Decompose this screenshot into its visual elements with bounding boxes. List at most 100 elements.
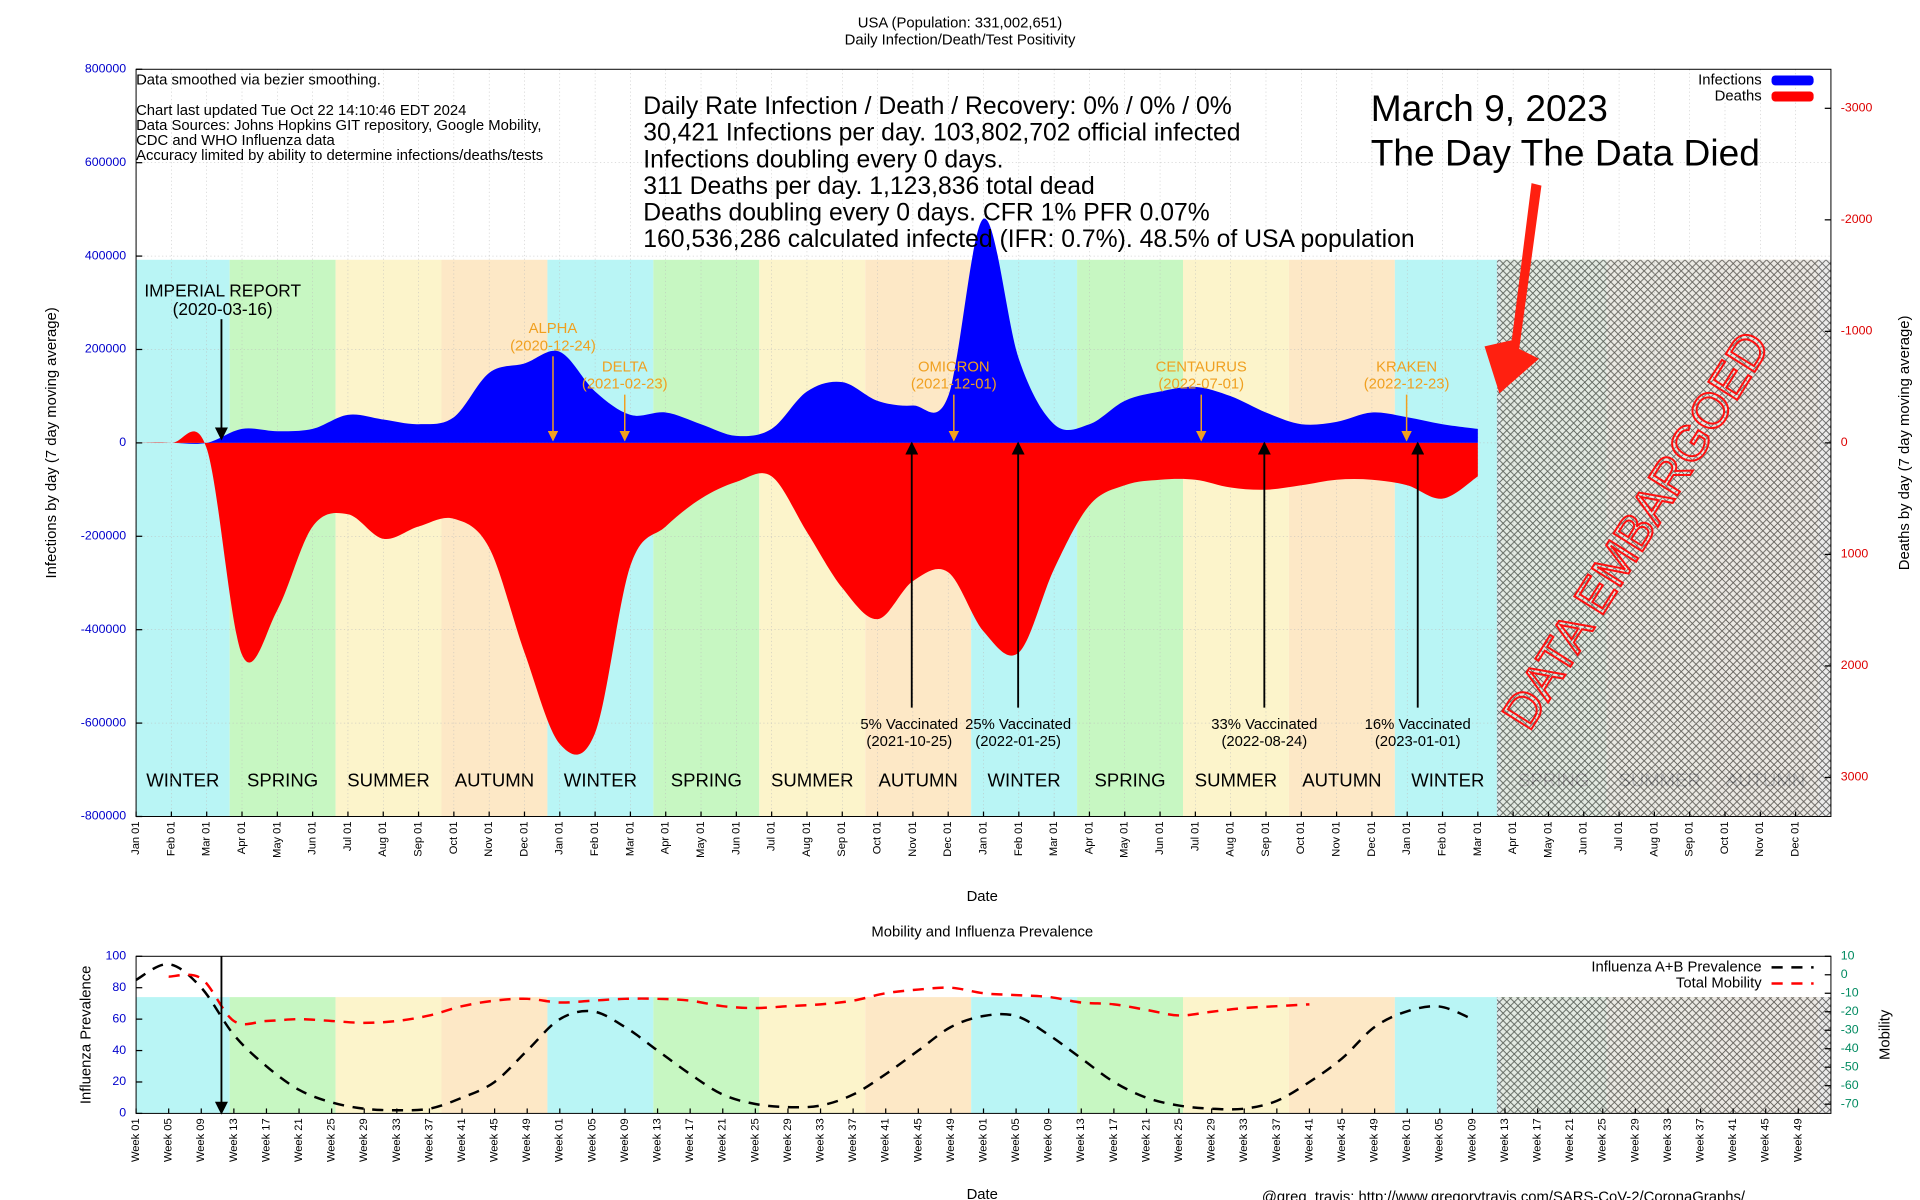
headline: March 9, 2023 (1371, 87, 1608, 129)
x-tick-label: Week 25 (1173, 1118, 1185, 1162)
x-tick-label: Week 25 (326, 1118, 338, 1162)
season-label: SUMMER (1195, 770, 1277, 791)
x-tick-label: Week 17 (260, 1118, 272, 1162)
y2-tick-label: -60 (1841, 1078, 1859, 1092)
variant-label: ALPHA (529, 321, 578, 337)
x-tick-label: Jun 01 (307, 821, 319, 854)
season-band (136, 997, 230, 1114)
season-band (653, 259, 760, 817)
x-tick-label: Week 45 (912, 1118, 924, 1162)
x-tick-label: Dec 01 (1366, 821, 1378, 856)
x-tick-label: Oct 01 (872, 821, 884, 854)
x-tick-label: Feb 01 (1436, 821, 1448, 856)
season-band (335, 997, 442, 1114)
x-tick-label: Week 41 (880, 1118, 892, 1162)
x-tick-label: Jul 01 (342, 821, 354, 851)
x-tick-label: Dec 01 (518, 821, 530, 856)
x-tick-label: Week 37 (423, 1118, 435, 1162)
x-tick-label: Week 17 (1532, 1118, 1544, 1162)
event-label: IMPERIAL REPORT (144, 281, 301, 301)
note: Data Sources: Johns Hopkins GIT reposito… (136, 118, 541, 134)
stat-line: 160,536,286 calculated infected (IFR: 0.… (643, 226, 1414, 253)
x-tick-label: Nov 01 (483, 821, 495, 856)
x-tick-label: Week 49 (1369, 1118, 1381, 1162)
x-tick-label: Oct 01 (1295, 821, 1307, 854)
legend-swatch (1771, 91, 1814, 102)
x-tick-label: Nov 01 (1331, 821, 1343, 856)
x-tick-label: Week 25 (1597, 1118, 1609, 1162)
vaccination-label: 33% Vaccinated (1211, 717, 1317, 733)
season-label: SPRING (247, 770, 318, 791)
x-tick-label: Oct 01 (448, 821, 460, 854)
x-tick-label: Jan 01 (977, 821, 989, 854)
x-tick-label: Jan 01 (130, 821, 142, 854)
x-tick-label: Week 37 (847, 1118, 859, 1162)
y2-tick-label: -1000 (1841, 324, 1873, 338)
x-axis-label: Date (967, 889, 998, 905)
x-tick-label: Jan 01 (1401, 821, 1413, 854)
season-label: WINTER (1411, 770, 1484, 791)
x-tick-label: Week 01 (1401, 1118, 1413, 1162)
line (135, 962, 1473, 1112)
x-tick-label: Week 29 (358, 1118, 370, 1162)
y2-tick-label: 1000 (1841, 547, 1869, 561)
legend-label: Infections (1698, 72, 1761, 88)
season-band (1077, 259, 1184, 817)
y-tick-label: 800000 (85, 62, 126, 76)
x-tick-label: Week 33 (1662, 1118, 1674, 1162)
vaccination-label: 16% Vaccinated (1365, 717, 1471, 733)
y2-tick-label: -20 (1841, 1004, 1859, 1018)
x-tick-label: Aug 01 (801, 821, 813, 856)
note: CDC and WHO Influenza data (136, 133, 335, 149)
vaccination-date: (2022-01-25) (975, 734, 1061, 750)
embargo-hatch (1496, 997, 1831, 1114)
plot-frame (135, 955, 1832, 1114)
x-tick-label: Week 01 (130, 1118, 142, 1162)
season-label: SPRING (671, 770, 742, 791)
x-tick-label: Oct 01 (1719, 821, 1731, 854)
x-tick-label: Week 21 (293, 1118, 305, 1162)
y-tick-label: -600000 (81, 715, 126, 729)
y2-tick-label: -50 (1841, 1059, 1859, 1073)
y-tick-label: -200000 (81, 529, 126, 543)
stat-line: Daily Rate Infection / Death / Recovery:… (643, 93, 1231, 120)
x-tick-label: Mar 01 (1048, 821, 1060, 856)
x-tick-label: Apr 01 (236, 821, 248, 854)
y-tick-label: 60 (112, 1011, 126, 1025)
x-tick-label: Week 09 (1043, 1118, 1055, 1162)
x-tick-label: Week 33 (1238, 1118, 1250, 1162)
x-tick-label: Week 17 (1108, 1118, 1120, 1162)
x-tick-label: Week 37 (1694, 1118, 1706, 1162)
x-tick-label: Sep 01 (412, 821, 424, 856)
x-tick-label: Aug 01 (1648, 821, 1660, 856)
x-tick-label: Feb 01 (589, 821, 601, 856)
x-tick-label: Week 37 (1271, 1118, 1283, 1162)
x-tick-label: Nov 01 (1754, 821, 1766, 856)
x-tick-label: May 01 (1119, 821, 1131, 857)
x-tick-label: Week 09 (195, 1118, 207, 1162)
variant-label: DELTA (602, 359, 648, 375)
season-label: WINTER (564, 770, 637, 791)
note: Accuracy limited by ability to determine… (136, 148, 543, 164)
variant-label: OMICRON (918, 359, 990, 375)
x-tick-label: May 01 (1542, 821, 1554, 857)
y-tick-label: 80 (112, 980, 126, 994)
chart-title: Mobility and Influenza Prevalence (871, 925, 1093, 941)
y2-tick-label: -30 (1841, 1022, 1859, 1036)
season-band (971, 997, 1078, 1114)
note: Chart last updated Tue Oct 22 14:10:46 E… (136, 103, 466, 119)
event-date: (2020-03-16) (173, 299, 273, 319)
x-tick-label: May 01 (695, 821, 707, 857)
x-tick-label: May 01 (271, 821, 283, 857)
y2-tick-label: 2000 (1841, 658, 1869, 672)
y-tick-label: 0 (119, 435, 126, 449)
x-axis-label: Date (967, 1187, 998, 1200)
x-tick-label: Week 29 (782, 1118, 794, 1162)
x-tick-label: Week 05 (586, 1118, 598, 1162)
vaccination-label: 25% Vaccinated (965, 717, 1071, 733)
x-tick-label: Jul 01 (1613, 821, 1625, 851)
x-tick-label: Week 21 (1140, 1118, 1152, 1162)
x-tick-label: Week 41 (1303, 1118, 1315, 1162)
stat-line: Deaths doubling every 0 days. CFR 1% PFR… (643, 200, 1209, 227)
season-band (1183, 259, 1289, 817)
